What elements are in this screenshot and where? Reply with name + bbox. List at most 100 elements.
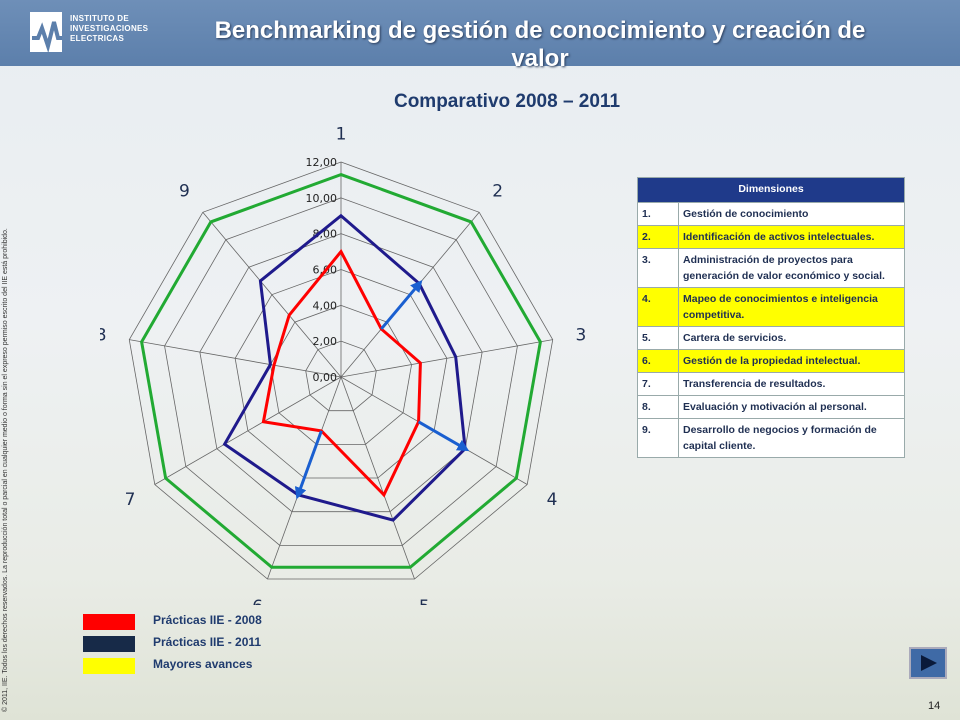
dimension-text: Identificación de activos intelectuales. <box>678 225 905 249</box>
series-line-1 <box>261 248 422 498</box>
dimension-number: 9. <box>637 418 679 458</box>
tick-label: 12,00 <box>306 156 338 169</box>
category-label: 7 <box>125 490 136 510</box>
series-point <box>140 340 143 344</box>
improvement-arrow <box>417 420 470 452</box>
series-point <box>209 220 213 224</box>
logo-line-3: ELECTRICAS <box>70 34 125 43</box>
dimension-number: 2. <box>637 225 679 249</box>
grid-ring <box>234 269 448 479</box>
dimension-row: 1. Gestión de conocimiento <box>637 202 905 226</box>
copyright-notice: © 2011, IIE. Todos los derechos reservad… <box>2 228 9 712</box>
series-point <box>262 420 265 423</box>
dimension-row: 4. Mapeo de conocimientos e inteligencia … <box>637 287 905 327</box>
iie-logo-icon <box>30 12 62 54</box>
series-point <box>287 314 291 317</box>
series-point <box>339 173 343 176</box>
header-bar: INSTITUTO DE INVESTIGACIONES ELECTRICAS … <box>0 0 960 72</box>
dimension-text: Evaluación y motivación al personal. <box>678 395 905 419</box>
grid-ring <box>199 233 483 513</box>
series-point <box>270 566 273 569</box>
dimension-text: Gestión de la propiedad intelectual. <box>678 349 905 373</box>
dimension-row: 9. Desarrollo de negocios y formación de … <box>637 418 905 458</box>
series-point <box>382 493 386 497</box>
series-line-2 <box>222 213 467 522</box>
tick-label: 0,00 <box>313 371 338 384</box>
logo-text: INSTITUTO DE INVESTIGACIONES ELECTRICAS <box>70 14 148 44</box>
series-point <box>223 442 226 446</box>
series-point <box>515 477 518 480</box>
dimension-number: 5. <box>637 326 679 350</box>
page-number: 14 <box>928 700 941 712</box>
dimension-row: 5. Cartera de servicios. <box>637 326 905 350</box>
logo-line-1: INSTITUTO DE <box>70 14 130 23</box>
series-point <box>469 220 473 224</box>
category-label: 8 <box>100 326 106 346</box>
dimension-row: 7. Transferencia de resultados. <box>637 372 905 396</box>
tick-label: 2,00 <box>313 335 338 348</box>
improvement-arrow <box>380 279 423 330</box>
category-label: 2 <box>492 181 503 201</box>
series-point <box>454 355 457 358</box>
grid-spoke <box>340 376 415 580</box>
dimensions-table-header: Dimensiones <box>637 177 905 203</box>
dimension-text: Mapeo de conocimientos e inteligencia co… <box>678 287 905 327</box>
series-point <box>419 361 422 365</box>
dimension-text: Desarrollo de negocios y formación de ca… <box>678 418 905 458</box>
grid-ring <box>164 197 518 546</box>
series-point <box>259 279 262 283</box>
grid-spoke <box>202 212 342 378</box>
legend-label-2011: Prácticas IIE - 2011 <box>153 635 262 649</box>
category-label: 9 <box>179 181 190 201</box>
dimension-number: 3. <box>637 248 679 288</box>
dimension-text: Transferencia de resultados. <box>678 372 905 396</box>
series-point <box>391 518 395 522</box>
dimension-number: 4. <box>637 287 679 327</box>
category-label: 4 <box>547 490 558 510</box>
category-label: 3 <box>576 326 587 346</box>
series-point <box>539 340 542 344</box>
series-point <box>339 214 343 217</box>
tick-label: 4,00 <box>313 299 338 312</box>
next-slide-button[interactable] <box>909 647 947 679</box>
dimension-number: 8. <box>637 395 679 419</box>
dimension-row: 6. Gestión de la propiedad intelectual. <box>637 349 905 373</box>
chart-subtitle: Comparativo 2008 – 2011 <box>393 91 621 112</box>
dimension-number: 1. <box>637 202 679 226</box>
grid-ring <box>305 340 377 412</box>
play-arrow-icon <box>921 655 937 671</box>
grid-spoke <box>340 339 553 378</box>
grid-spoke <box>154 376 342 485</box>
improvement-arrow <box>294 430 323 500</box>
dimension-text: Cartera de servicios. <box>678 326 905 350</box>
tick-label: 8,00 <box>313 228 338 241</box>
series-point <box>272 363 276 367</box>
logo-line-2: INVESTIGACIONES <box>70 24 149 33</box>
grid-ring <box>128 161 554 580</box>
series-point <box>269 363 272 366</box>
dimension-number: 6. <box>637 349 679 373</box>
series-line-3 <box>140 172 542 569</box>
dimension-row: 3. Administración de proyectos para gener… <box>637 248 905 288</box>
legend-swatch-avances <box>83 658 135 674</box>
legend-label-2008: Prácticas IIE - 2008 <box>153 613 262 627</box>
series-point <box>339 250 343 253</box>
dimension-number: 7. <box>637 372 679 396</box>
category-label: 6 <box>252 597 263 605</box>
category-label: 1 <box>336 125 347 144</box>
legend-swatch-2008 <box>83 614 135 630</box>
dimension-text: Gestión de conocimiento <box>678 202 905 226</box>
legend-swatch-2011 <box>83 636 135 652</box>
grid-spoke <box>129 339 342 378</box>
category-label: 5 <box>419 597 430 605</box>
legend-label-avances: Mayores avances <box>153 657 253 671</box>
series-point <box>409 566 412 569</box>
dimension-row: 2. Identificación de activos intelectuale… <box>637 225 905 249</box>
tick-label: 10,00 <box>306 192 338 205</box>
series-point <box>164 477 167 480</box>
dimension-text: Administración de proyectos para generac… <box>678 248 905 288</box>
page-title: Benchmarking de gestión de conocimiento … <box>214 17 866 72</box>
dimension-row: 8. Evaluación y motivación al personal. <box>637 395 905 419</box>
dimensions-table: Dimensiones 1. Gestión de conocimiento 2. I… <box>637 177 905 458</box>
